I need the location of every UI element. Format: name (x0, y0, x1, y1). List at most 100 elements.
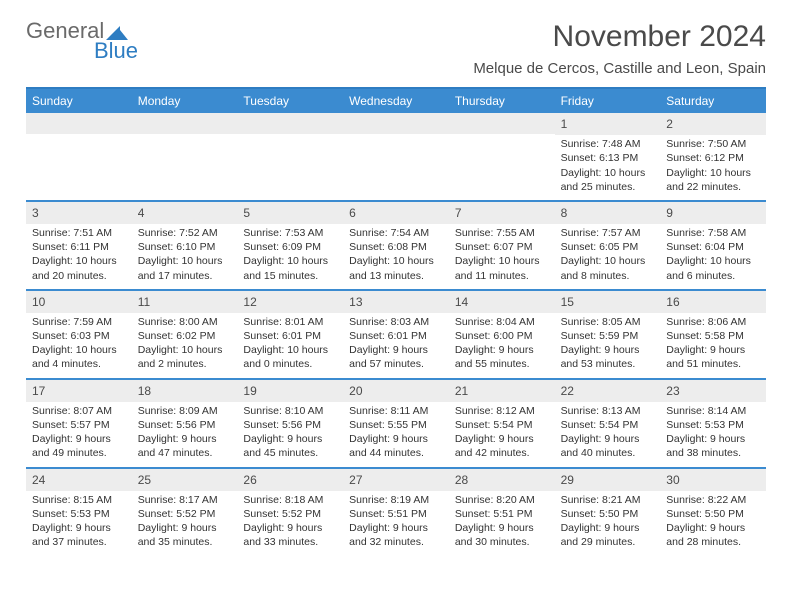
day-body: Sunrise: 7:52 AMSunset: 6:10 PMDaylight:… (132, 224, 238, 289)
day-sunrise: Sunrise: 8:20 AM (455, 493, 549, 507)
day-number: 13 (343, 291, 449, 313)
day-sunrise: Sunrise: 8:09 AM (138, 404, 232, 418)
day-sunrise: Sunrise: 8:15 AM (32, 493, 126, 507)
day-daylight1: Daylight: 10 hours (138, 254, 232, 268)
day-body: Sunrise: 8:21 AMSunset: 5:50 PMDaylight:… (555, 491, 661, 556)
calendar-cell: 2Sunrise: 7:50 AMSunset: 6:12 PMDaylight… (660, 113, 766, 200)
day-sunset: Sunset: 6:09 PM (243, 240, 337, 254)
day-sunrise: Sunrise: 8:21 AM (561, 493, 655, 507)
day-daylight2: and 29 minutes. (561, 535, 655, 549)
day-daylight1: Daylight: 9 hours (32, 432, 126, 446)
day-number (343, 113, 449, 134)
day-sunrise: Sunrise: 8:05 AM (561, 315, 655, 329)
day-daylight1: Daylight: 9 hours (138, 521, 232, 535)
week-row: 17Sunrise: 8:07 AMSunset: 5:57 PMDayligh… (26, 380, 766, 469)
calendar-cell: 17Sunrise: 8:07 AMSunset: 5:57 PMDayligh… (26, 380, 132, 467)
calendar-cell: 8Sunrise: 7:57 AMSunset: 6:05 PMDaylight… (555, 202, 661, 289)
day-sunrise: Sunrise: 7:59 AM (32, 315, 126, 329)
calendar-cell: 28Sunrise: 8:20 AMSunset: 5:51 PMDayligh… (449, 469, 555, 556)
calendar-cell: 23Sunrise: 8:14 AMSunset: 5:53 PMDayligh… (660, 380, 766, 467)
day-sunset: Sunset: 6:10 PM (138, 240, 232, 254)
day-number: 15 (555, 291, 661, 313)
calendar-cell: 25Sunrise: 8:17 AMSunset: 5:52 PMDayligh… (132, 469, 238, 556)
calendar-cell (132, 113, 238, 200)
day-body: Sunrise: 8:20 AMSunset: 5:51 PMDaylight:… (449, 491, 555, 556)
day-sunset: Sunset: 5:53 PM (666, 418, 760, 432)
day-daylight1: Daylight: 10 hours (561, 166, 655, 180)
day-daylight1: Daylight: 9 hours (561, 521, 655, 535)
calendar-cell: 10Sunrise: 7:59 AMSunset: 6:03 PMDayligh… (26, 291, 132, 378)
day-daylight2: and 47 minutes. (138, 446, 232, 460)
day-sunrise: Sunrise: 7:51 AM (32, 226, 126, 240)
day-sunset: Sunset: 6:11 PM (32, 240, 126, 254)
calendar-cell: 19 Sunrise: 8:10 AMSunset: 5:56 PMDayligh… (237, 380, 343, 467)
day-number: 10 (26, 291, 132, 313)
calendar-cell: 26Sunrise: 8:18 AMSunset: 5:52 PMDayligh… (237, 469, 343, 556)
day-number: 23 (660, 380, 766, 402)
day-daylight1: Daylight: 9 hours (455, 432, 549, 446)
day-number: 8 (555, 202, 661, 224)
day-body: Sunrise: 8:17 AMSunset: 5:52 PMDaylight:… (132, 491, 238, 556)
day-body: Sunrise: 8:11 AMSunset: 5:55 PMDaylight:… (343, 402, 449, 467)
day-header-row: Sunday Monday Tuesday Wednesday Thursday… (26, 89, 766, 113)
day-sunrise: Sunrise: 7:54 AM (349, 226, 443, 240)
day-daylight2: and 28 minutes. (666, 535, 760, 549)
day-sunset: Sunset: 6:00 PM (455, 329, 549, 343)
day-body: Sunrise: 7:53 AMSunset: 6:09 PMDaylight:… (237, 224, 343, 289)
day-daylight1: Daylight: 9 hours (243, 432, 337, 446)
day-header: Thursday (449, 89, 555, 113)
day-daylight2: and 44 minutes. (349, 446, 443, 460)
day-sunset: Sunset: 6:02 PM (138, 329, 232, 343)
day-daylight2: and 57 minutes. (349, 357, 443, 371)
day-sunrise: Sunrise: 8:06 AM (666, 315, 760, 329)
day-daylight1: Daylight: 9 hours (138, 432, 232, 446)
day-body: Sunrise: 8:04 AMSunset: 6:00 PMDaylight:… (449, 313, 555, 378)
day-sunrise: Sunrise: 8:11 AM (349, 404, 443, 418)
day-daylight1: Daylight: 9 hours (666, 521, 760, 535)
day-number: 17 (26, 380, 132, 402)
day-body: Sunrise: 7:51 AMSunset: 6:11 PMDaylight:… (26, 224, 132, 289)
day-sunset: Sunset: 5:56 PM (243, 418, 337, 432)
day-daylight1: Daylight: 10 hours (32, 343, 126, 357)
day-number: 6 (343, 202, 449, 224)
calendar-cell (449, 113, 555, 200)
day-number: 1 (555, 113, 661, 135)
day-number: 28 (449, 469, 555, 491)
calendar-cell: 15Sunrise: 8:05 AMSunset: 5:59 PMDayligh… (555, 291, 661, 378)
day-body: Sunrise: 8:09 AMSunset: 5:56 PMDaylight:… (132, 402, 238, 467)
calendar-cell: 14Sunrise: 8:04 AMSunset: 6:00 PMDayligh… (449, 291, 555, 378)
day-number (132, 113, 238, 134)
page-subtitle: Melque de Cercos, Castille and Leon, Spa… (473, 60, 766, 77)
title-block: November 2024 Melque de Cercos, Castille… (473, 20, 766, 77)
day-daylight2: and 49 minutes. (32, 446, 126, 460)
day-number: 29 (555, 469, 661, 491)
day-daylight1: Daylight: 10 hours (243, 254, 337, 268)
day-number: 27 (343, 469, 449, 491)
calendar-cell: 30Sunrise: 8:22 AMSunset: 5:50 PMDayligh… (660, 469, 766, 556)
calendar-cell: 13Sunrise: 8:03 AMSunset: 6:01 PMDayligh… (343, 291, 449, 378)
calendar-cell: 7Sunrise: 7:55 AMSunset: 6:07 PMDaylight… (449, 202, 555, 289)
day-sunrise: Sunrise: 7:58 AM (666, 226, 760, 240)
day-body (132, 134, 238, 142)
day-body: Sunrise: 8:07 AMSunset: 5:57 PMDaylight:… (26, 402, 132, 467)
day-sunrise: Sunrise: 7:50 AM (666, 137, 760, 151)
logo-word1: General (26, 18, 104, 43)
day-sunrise: Sunrise: 7:48 AM (561, 137, 655, 151)
day-daylight2: and 25 minutes. (561, 180, 655, 194)
day-sunrise: Sunrise: 8:07 AM (32, 404, 126, 418)
day-daylight2: and 2 minutes. (138, 357, 232, 371)
day-sunset: Sunset: 6:05 PM (561, 240, 655, 254)
day-sunrise: Sunrise: 8:17 AM (138, 493, 232, 507)
day-body: Sunrise: 7:54 AMSunset: 6:08 PMDaylight:… (343, 224, 449, 289)
day-body: Sunrise: 8:18 AMSunset: 5:52 PMDaylight:… (237, 491, 343, 556)
day-body: Sunrise: 8:00 AMSunset: 6:02 PMDaylight:… (132, 313, 238, 378)
day-number: 19 (237, 380, 343, 402)
day-sunrise: Sunrise: 8:04 AM (455, 315, 549, 329)
day-sunrise: Sunrise: 8:18 AM (243, 493, 337, 507)
calendar-cell: 27Sunrise: 8:19 AMSunset: 5:51 PMDayligh… (343, 469, 449, 556)
day-number: 3 (26, 202, 132, 224)
day-body (26, 134, 132, 142)
day-number: 12 (237, 291, 343, 313)
logo-triangle-icon (106, 22, 128, 44)
day-sunrise: Sunrise: 8:10 AM (243, 404, 337, 418)
